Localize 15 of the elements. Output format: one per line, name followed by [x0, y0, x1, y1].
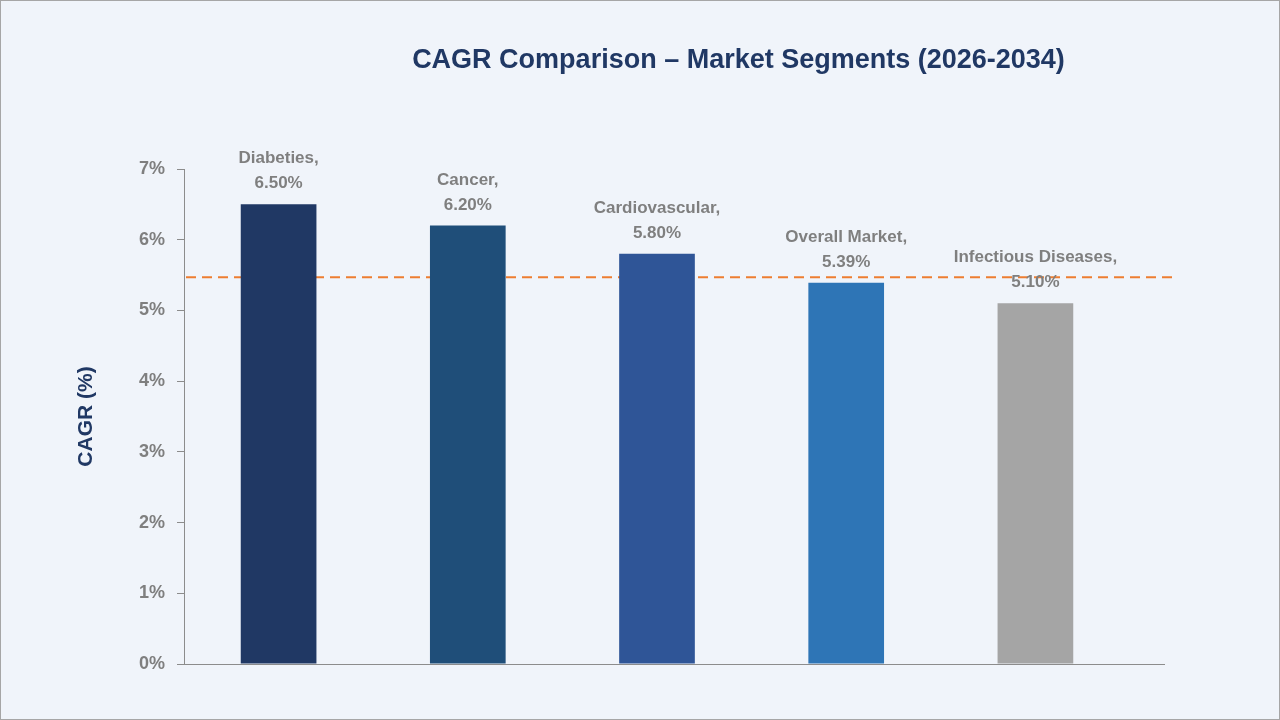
data-label: Diabeties, 6.50%: [238, 148, 319, 193]
y-tick-label: 6%: [138, 228, 165, 249]
y-tick-label: 7%: [138, 157, 165, 178]
data-label: Cancer, 6.20%: [437, 169, 499, 214]
data-label: Overall Market, 5.39%: [785, 226, 908, 271]
data-label: Infectious Diseases, 5.10%: [953, 247, 1118, 292]
data-label: Cardiovascular, 5.80%: [593, 197, 721, 242]
chart-title: CAGR Comparison – Market Segments (2026-2034): [411, 44, 1066, 75]
y-tick-label: 5%: [138, 299, 165, 320]
y-tick-label: 0%: [138, 652, 165, 673]
y-axis-title: CAGR (%): [73, 366, 97, 467]
y-tick-label: 2%: [138, 511, 165, 532]
y-tick-label: 4%: [138, 370, 165, 391]
y-tick-label: 3%: [138, 440, 165, 461]
y-tick-label: 1%: [138, 582, 165, 603]
